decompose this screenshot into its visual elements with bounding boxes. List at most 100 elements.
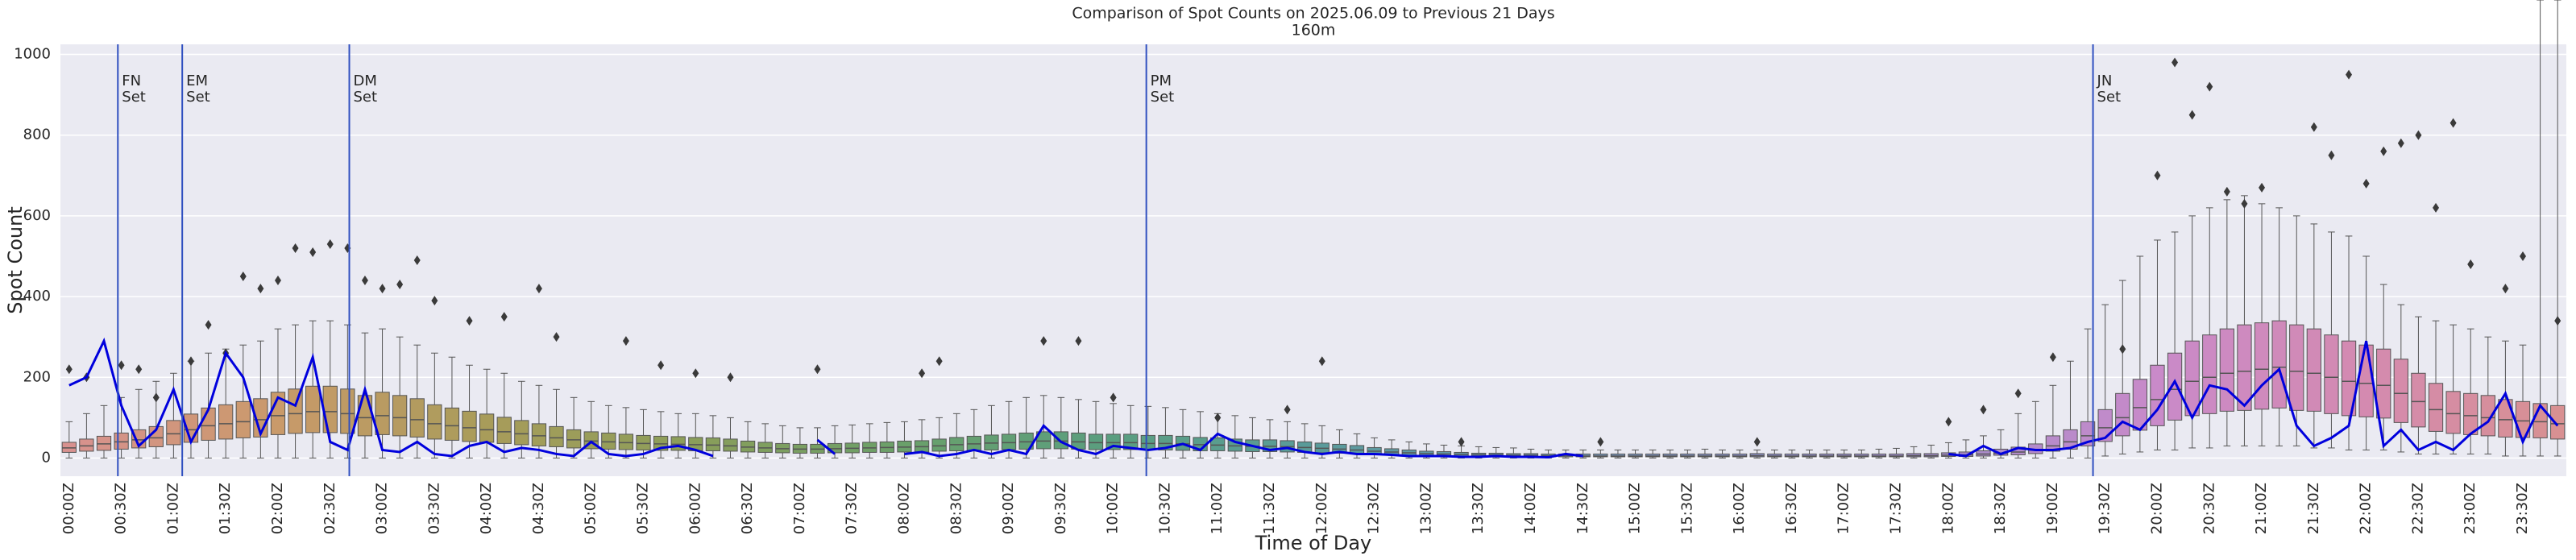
outlier xyxy=(65,364,73,375)
x-tick-label: 23:30Z xyxy=(2514,483,2531,534)
box xyxy=(201,407,216,441)
box-group xyxy=(792,427,808,458)
y-axis-label: Spot Count xyxy=(4,206,27,313)
outlier xyxy=(257,284,264,294)
x-tick-label: 21:30Z xyxy=(2305,483,2322,534)
box-group xyxy=(1802,449,1817,458)
box xyxy=(931,438,947,452)
x-tick-label: 17:00Z xyxy=(1836,483,1852,534)
box-group xyxy=(409,344,425,458)
box xyxy=(2045,435,2061,452)
annotation-label: EM xyxy=(186,73,208,89)
box-group xyxy=(2480,336,2495,454)
box-group xyxy=(2393,304,2408,453)
box-group xyxy=(235,344,251,458)
box-group xyxy=(1610,449,1626,458)
box xyxy=(1802,453,1817,458)
box xyxy=(2480,395,2495,437)
annotation-label: DM xyxy=(354,73,377,89)
box xyxy=(949,437,964,451)
box xyxy=(1715,453,1730,458)
box-group xyxy=(1976,435,1991,458)
outlier xyxy=(326,239,334,249)
x-tick-label: 03:00Z xyxy=(374,483,391,534)
box xyxy=(218,404,234,440)
outlier xyxy=(292,243,299,253)
outlier xyxy=(413,255,421,265)
chart-title: Comparison of Spot Counts on 2025.06.09 … xyxy=(1072,5,1554,23)
x-tick-label: 08:30Z xyxy=(948,483,964,534)
outlier xyxy=(2172,57,2179,68)
box xyxy=(1854,453,1869,458)
box-group xyxy=(2045,384,2061,458)
outlier xyxy=(2362,178,2370,189)
box xyxy=(2167,352,2183,421)
outlier xyxy=(553,332,560,342)
box-group xyxy=(1871,448,1887,458)
outlier xyxy=(2310,122,2317,132)
box xyxy=(462,410,477,442)
box xyxy=(2376,348,2391,419)
annotation-label: Set xyxy=(354,89,378,106)
box-group xyxy=(2498,340,2513,457)
y-tick-label: 400 xyxy=(23,288,51,305)
box xyxy=(1836,453,1852,458)
outlier xyxy=(135,364,143,375)
outlier xyxy=(2380,146,2387,156)
box-group xyxy=(775,425,790,458)
x-tick-label: 17:30Z xyxy=(1888,483,1905,534)
box-group xyxy=(2550,0,2566,457)
box-group xyxy=(549,388,564,458)
outlier xyxy=(2415,130,2422,140)
box xyxy=(757,442,773,453)
box xyxy=(1628,453,1643,458)
x-tick-label: 23:00Z xyxy=(2462,483,2479,534)
x-tick-label: 05:00Z xyxy=(583,483,599,534)
outlier xyxy=(2467,259,2474,270)
box xyxy=(2289,324,2304,411)
box-group xyxy=(2237,195,2252,446)
outlier xyxy=(657,360,665,371)
box xyxy=(670,436,686,451)
box xyxy=(1732,453,1748,458)
plot-area xyxy=(60,44,2566,476)
outlier xyxy=(361,276,368,286)
box-group xyxy=(1784,449,1800,458)
box xyxy=(775,442,790,454)
box xyxy=(984,434,999,450)
box-group xyxy=(2167,231,2183,450)
box xyxy=(409,398,425,438)
x-tick-label: 12:00Z xyxy=(1313,483,1330,534)
box-group xyxy=(984,404,999,458)
box-group xyxy=(2271,207,2287,446)
box xyxy=(1871,453,1887,458)
outlier xyxy=(1945,417,1952,427)
box-group xyxy=(949,413,964,458)
box xyxy=(2324,334,2339,414)
box xyxy=(166,420,181,446)
outlier xyxy=(118,360,125,371)
annotation-label: PM xyxy=(1151,73,1172,89)
x-tick-label: 06:00Z xyxy=(687,483,703,534)
outlier xyxy=(431,296,438,306)
y-tick-label: 800 xyxy=(23,127,51,143)
box xyxy=(427,404,442,440)
x-tick-label: 06:30Z xyxy=(739,483,756,534)
outlier xyxy=(309,247,317,257)
x-tick-label: 16:30Z xyxy=(1783,483,1800,534)
box xyxy=(375,392,390,435)
box-group xyxy=(2063,360,2078,458)
box-group xyxy=(2289,215,2304,446)
box-group xyxy=(705,415,721,458)
annotation-label: Set xyxy=(2097,89,2122,106)
box-group xyxy=(2411,316,2426,454)
box-group xyxy=(2428,320,2444,454)
box-group xyxy=(375,328,390,458)
outlier xyxy=(2188,110,2196,120)
box xyxy=(2271,320,2287,409)
box xyxy=(2498,399,2513,438)
box xyxy=(1593,453,1608,458)
box-group xyxy=(1836,449,1852,458)
annotation-label: Set xyxy=(122,89,146,106)
box-group xyxy=(79,413,94,458)
